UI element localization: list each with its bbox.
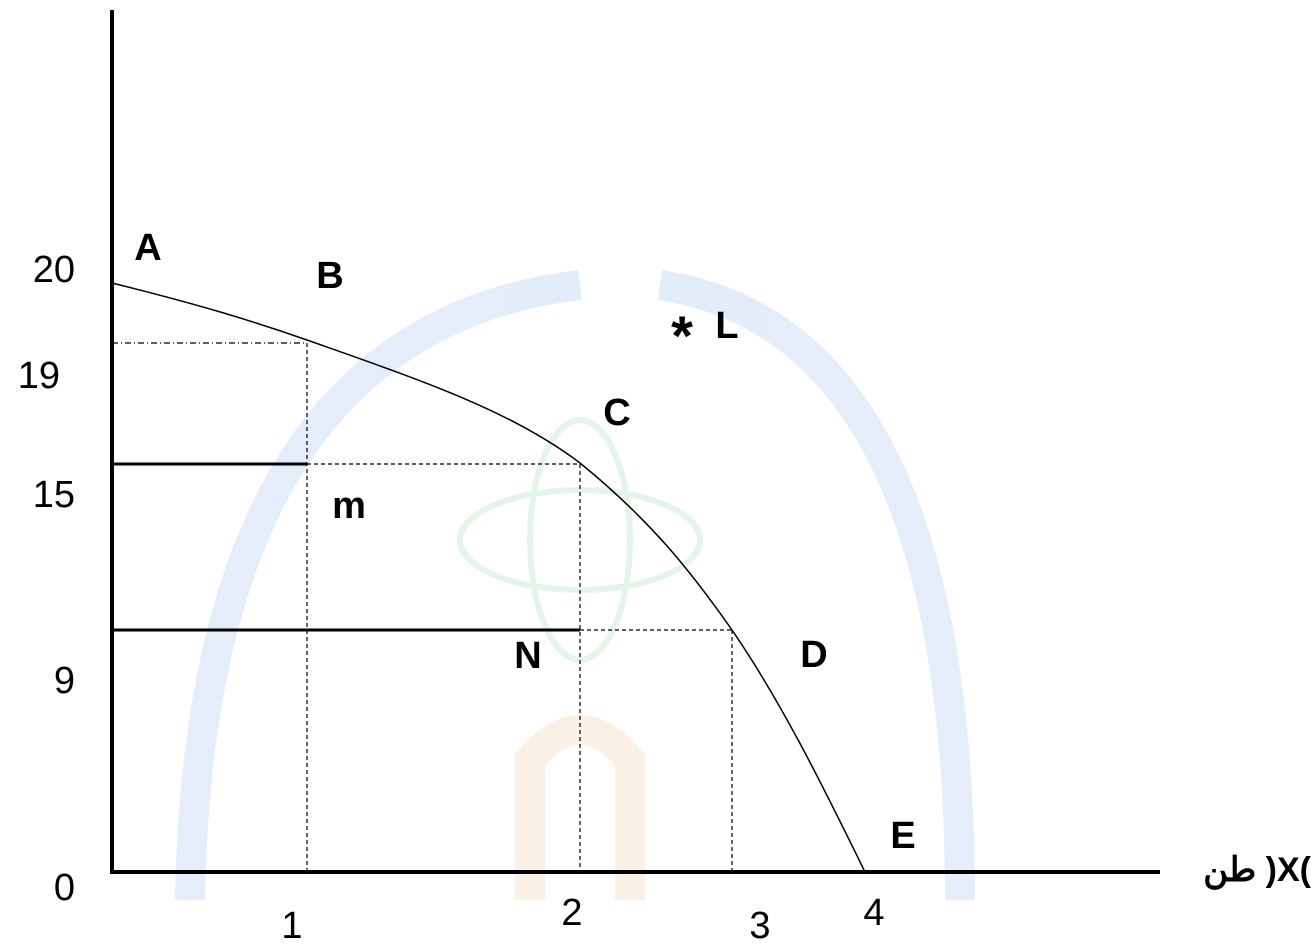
- point-label: A: [134, 227, 161, 269]
- y-tick-label: 9: [54, 660, 75, 702]
- x-axis-label: طن )X(: [1203, 851, 1311, 890]
- watermark: [175, 270, 975, 901]
- point-label: E: [890, 815, 915, 857]
- x-tick-label: 3: [749, 905, 770, 947]
- point-label: C: [603, 392, 630, 434]
- y-tick-label: 0: [54, 867, 75, 909]
- ppf-curve: [111, 282, 866, 873]
- star-marker: *: [671, 304, 693, 367]
- y-tick-label: 15: [33, 474, 75, 516]
- point-label: D: [800, 634, 827, 676]
- y-tick-label: 20: [33, 249, 75, 291]
- point-label: m: [332, 485, 366, 527]
- y-tick-label: 19: [18, 355, 60, 397]
- x-tick-label: 1: [281, 905, 302, 947]
- point-label: L: [715, 305, 738, 347]
- point-label: B: [316, 255, 343, 297]
- x-tick-label: 2: [561, 892, 582, 934]
- point-label: N: [514, 635, 541, 677]
- x-tick-label: 4: [863, 892, 884, 934]
